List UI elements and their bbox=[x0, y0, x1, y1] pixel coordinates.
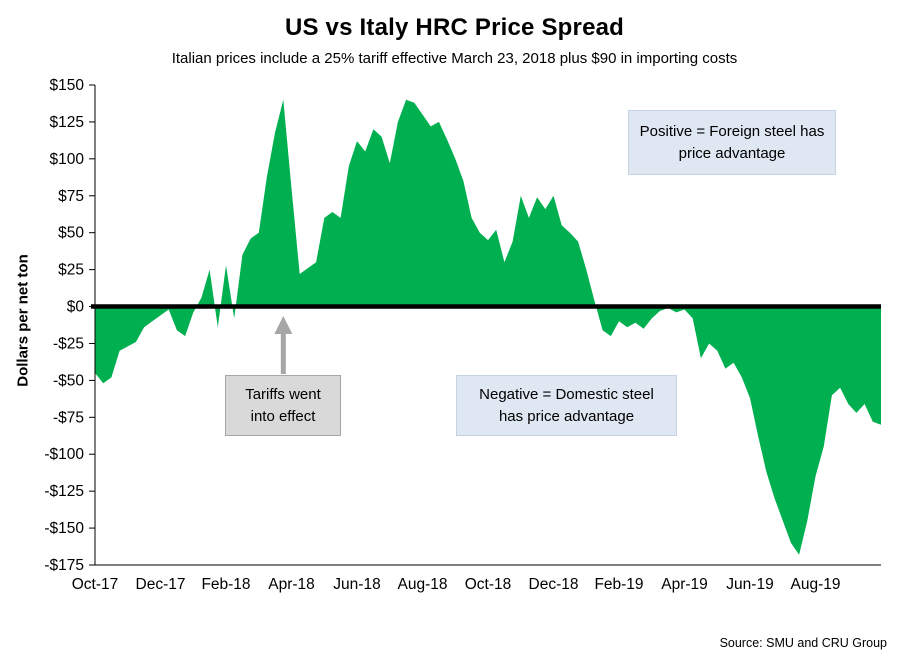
x-tick-label: Oct-18 bbox=[465, 576, 512, 593]
x-tick-label: Dec-18 bbox=[529, 576, 579, 593]
y-tick-label: $125 bbox=[50, 114, 84, 131]
y-tick-label: $100 bbox=[50, 151, 85, 168]
x-tick-label: Oct-17 bbox=[72, 576, 119, 593]
annotation-tariffs: Tariffs went into effect bbox=[225, 375, 341, 436]
y-tick-label: -$150 bbox=[44, 520, 84, 537]
x-tick-label: Aug-19 bbox=[791, 576, 841, 593]
y-tick-label: $0 bbox=[67, 299, 85, 316]
x-tick-label: Feb-18 bbox=[201, 576, 250, 593]
y-tick-label: $75 bbox=[58, 188, 84, 205]
x-tick-label: Jun-19 bbox=[726, 576, 773, 593]
tariff-arrow-head bbox=[274, 316, 293, 334]
y-tick-label: $25 bbox=[58, 262, 84, 279]
chart-subtitle: Italian prices include a 25% tariff effe… bbox=[171, 50, 738, 67]
x-tick-label: Aug-18 bbox=[398, 576, 448, 593]
annotation-negative-spread: Negative = Domestic steel has price adva… bbox=[456, 375, 677, 436]
y-tick-label: -$75 bbox=[53, 409, 84, 426]
x-tick-label: Dec-17 bbox=[136, 576, 186, 593]
y-tick-label: -$125 bbox=[44, 483, 84, 500]
y-tick-label: -$25 bbox=[53, 335, 84, 352]
y-tick-label: $150 bbox=[50, 77, 85, 94]
spread-area-series bbox=[95, 99, 881, 555]
y-tick-label: $50 bbox=[58, 225, 84, 242]
x-tick-label: Feb-19 bbox=[594, 576, 643, 593]
x-tick-label: Apr-19 bbox=[661, 576, 708, 593]
x-tick-label: Apr-18 bbox=[268, 576, 315, 593]
source-credit: Source: SMU and CRU Group bbox=[719, 636, 887, 650]
x-tick-label: Jun-18 bbox=[333, 576, 380, 593]
y-tick-label: -$175 bbox=[44, 557, 84, 574]
y-tick-label: -$50 bbox=[53, 372, 84, 389]
y-tick-label: -$100 bbox=[44, 446, 84, 463]
annotation-positive-spread: Positive = Foreign steel has price advan… bbox=[628, 110, 836, 175]
chart-title: US vs Italy HRC Price Spread bbox=[284, 14, 625, 41]
